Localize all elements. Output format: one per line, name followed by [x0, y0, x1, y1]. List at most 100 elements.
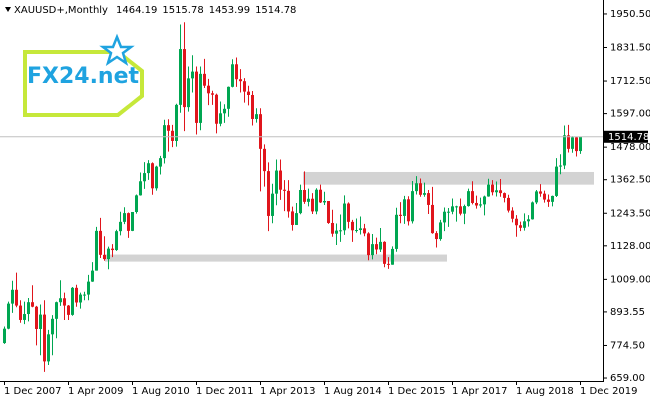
candle-body [487, 184, 490, 197]
header: XAUUSD+,Monthly 1464.19 1515.78 1453.99 1514… [14, 5, 296, 16]
candle-body [579, 136, 582, 152]
candle-body [403, 199, 406, 216]
candle-body [107, 248, 110, 260]
ohlc-close: 1514.78 [255, 5, 296, 16]
candle-body [571, 137, 574, 149]
candle-body [459, 206, 462, 214]
candle-body [211, 93, 214, 95]
candle-body [63, 298, 66, 306]
candle-body [71, 287, 74, 315]
candle-body [315, 189, 318, 212]
candle-body [331, 222, 334, 234]
symbol: XAUUSD+,Monthly [14, 5, 108, 16]
candle-body [267, 171, 270, 216]
candle-body [151, 163, 154, 189]
candle-body [175, 104, 178, 141]
y-tick-label: 893.55 [610, 307, 645, 318]
candle-body [455, 206, 458, 208]
candle-body [39, 314, 42, 329]
logo: FX24.net [23, 33, 144, 117]
candle-body [47, 334, 50, 362]
candle-body [227, 86, 230, 109]
candle-body [203, 73, 206, 86]
candle-body [147, 163, 150, 174]
candle-body [199, 73, 202, 123]
candle-body [499, 190, 502, 194]
candle-body [363, 228, 366, 234]
candle-body [7, 303, 10, 329]
candle-body [507, 197, 510, 211]
logo-star [99, 33, 135, 66]
candle-body [87, 281, 90, 295]
candle-body [343, 203, 346, 231]
candle-body [127, 213, 130, 231]
price-label-box [604, 130, 648, 143]
candle-body [3, 328, 6, 344]
candle-body [535, 191, 538, 203]
candle-body [27, 302, 30, 315]
candle-body [327, 200, 330, 223]
candle-body [207, 85, 210, 94]
y-tick-label: 1362.50 [610, 175, 650, 186]
x-tick-label: 1 Dec 2007 [4, 386, 62, 397]
candle-body [519, 225, 522, 228]
candle-body [223, 108, 226, 114]
candle-body [559, 165, 562, 167]
candle-body [383, 241, 386, 264]
candle-body [483, 196, 486, 205]
candle-body [295, 213, 298, 225]
candle-body [567, 135, 570, 149]
candle-body [495, 190, 498, 193]
candle-body [531, 202, 534, 220]
ohlc-open: 1464.19 [116, 5, 157, 16]
candle-body [527, 219, 530, 222]
candle-body [439, 222, 442, 240]
candle-body [307, 198, 310, 202]
candle-body [115, 231, 118, 251]
candle-body [283, 189, 286, 191]
candle-body [155, 166, 158, 189]
candle-body [407, 199, 410, 222]
candle-body [475, 202, 478, 206]
candle-body [219, 113, 222, 124]
candle-body [19, 305, 22, 320]
candle-body [415, 183, 418, 192]
candle-body [251, 95, 254, 119]
ohlc-high: 1515.78 [162, 5, 203, 16]
y-tick-label: 1712.50 [610, 76, 650, 87]
candle-body [239, 79, 242, 82]
candle-body [279, 170, 282, 190]
candle-body [563, 135, 566, 166]
logo-text: FX24.net [27, 64, 140, 89]
candle-body [323, 200, 326, 203]
candle-body [43, 314, 46, 362]
y-tick-label: 774.50 [610, 340, 645, 351]
candle-body [215, 94, 218, 124]
candle-body [503, 193, 506, 198]
candle-body [319, 189, 322, 203]
price-label: 1514.78 [608, 132, 649, 143]
candle-body [411, 191, 414, 222]
candle-body [23, 314, 26, 320]
candle-body [187, 78, 190, 108]
x-tick-label: 1 Aug 2010 [132, 386, 190, 397]
y-tick-label: 1478.00 [610, 142, 650, 153]
candle-body [303, 190, 306, 202]
candle-body [51, 318, 54, 335]
candle-body [95, 230, 98, 271]
y-tick-label: 659.00 [610, 373, 645, 384]
candle-body [55, 302, 58, 319]
candle-body [15, 289, 18, 306]
candle-body [443, 211, 446, 223]
candle-body [395, 214, 398, 249]
candle-body [159, 158, 162, 167]
candle-body [335, 230, 338, 234]
candle-body [539, 191, 542, 194]
candle-body [111, 248, 114, 251]
x-tick-label: 1 Aug 2018 [516, 386, 574, 397]
x-tick-label: 1 Dec 2019 [580, 386, 638, 397]
candle-body [431, 204, 434, 234]
candle-body [247, 91, 250, 95]
candle-body [243, 81, 246, 92]
candle-body [575, 137, 578, 152]
